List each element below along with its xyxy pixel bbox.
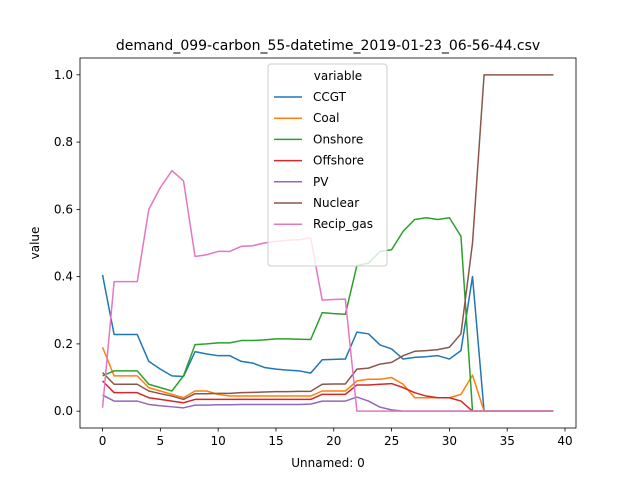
legend-label: Nuclear [313, 196, 359, 210]
x-tick-label: 15 [268, 434, 283, 448]
chart-title: demand_099-carbon_55-datetime_2019-01-23… [116, 38, 540, 54]
x-tick-label: 0 [99, 434, 107, 448]
series-line-ccgt [101, 274, 554, 412]
x-tick-label: 35 [500, 434, 515, 448]
y-axis-label: value [28, 227, 42, 260]
y-tick-label: 0.6 [54, 202, 73, 216]
x-tick-label: 25 [384, 434, 399, 448]
series-line-recip-gas [101, 169, 554, 412]
y-tick-label: 1.0 [54, 68, 73, 82]
legend-label: Coal [313, 111, 339, 125]
x-tick-label: 10 [211, 434, 226, 448]
series-line-pv [102, 394, 554, 412]
y-tick-label: 0.2 [54, 337, 73, 351]
plot-frame [79, 57, 577, 429]
legend-items: CCGT Coal Onshore Offshore PV Nuclear Recip_ga… [274, 90, 373, 231]
series-line-coal [101, 346, 554, 412]
legend-label: Offshore [313, 154, 364, 168]
legend-label: Recip_gas [313, 217, 373, 231]
legend: variable CCGT Coal Onshore Offshore PV Nuclea… [267, 63, 388, 267]
series-lines [101, 74, 554, 412]
x-tick-label: 5 [157, 434, 165, 448]
x-axis: 0 5 10 15 20 25 30 35 40 [99, 428, 573, 448]
x-tick-label: 20 [326, 434, 341, 448]
series-line-nuclear [102, 74, 554, 401]
legend-label: Onshore [313, 132, 363, 146]
x-axis-label: Unnamed: 0 [291, 456, 365, 470]
y-tick-label: 0.8 [54, 135, 73, 149]
legend-label: CCGT [313, 90, 347, 104]
y-axis: 0.0 0.2 0.4 0.6 0.8 1.0 [54, 68, 80, 418]
y-tick-label: 0.4 [54, 270, 73, 284]
legend-label: PV [313, 175, 329, 189]
legend-box [267, 63, 388, 267]
y-tick-label: 0.0 [54, 404, 73, 418]
x-tick-label: 40 [557, 434, 572, 448]
legend-title: variable [314, 69, 362, 83]
x-tick-label: 30 [442, 434, 457, 448]
